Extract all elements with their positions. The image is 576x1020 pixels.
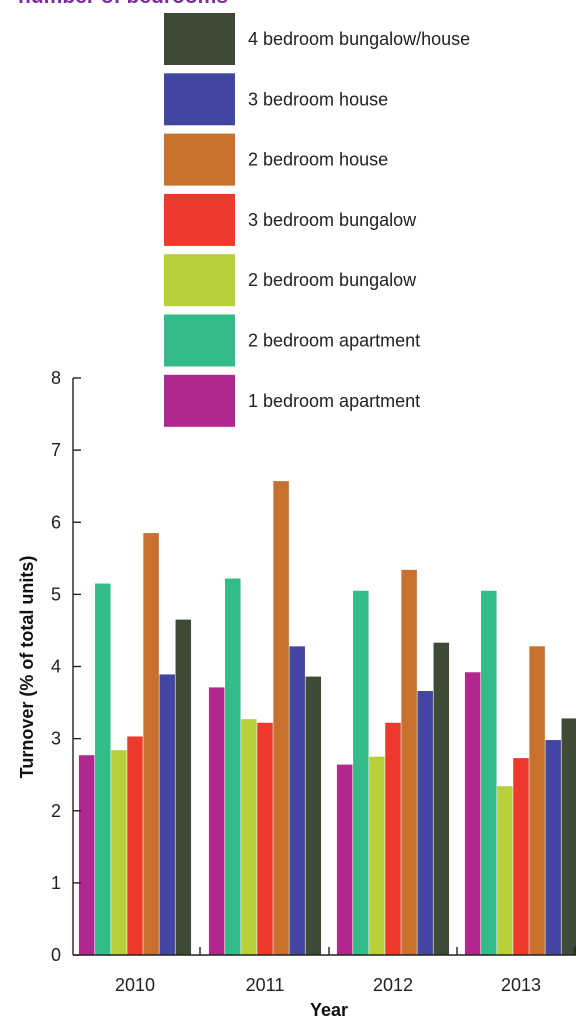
chart-title: number of bedrooms — [18, 0, 228, 8]
bar-2013-6 — [545, 740, 561, 955]
legend-label: 2 bedroom apartment — [248, 331, 420, 351]
x-tick-label: 2013 — [501, 975, 541, 995]
bar-2011-1 — [208, 687, 225, 955]
legend-swatch — [164, 13, 235, 65]
bar-2012-4 — [385, 722, 401, 955]
bar-2011-7 — [305, 676, 322, 955]
y-tick-label: 6 — [51, 512, 61, 532]
x-axis-title: Year — [310, 1000, 348, 1020]
bar-2010-5 — [143, 533, 159, 955]
legend-swatch — [164, 314, 235, 367]
legend-label: 1 bedroom apartment — [248, 391, 420, 411]
legend-label: 3 bedroom house — [248, 89, 388, 109]
bar-2010-1 — [78, 755, 95, 955]
y-tick-label: 4 — [51, 657, 61, 677]
legend-swatch — [164, 133, 235, 186]
legend-swatch — [164, 73, 235, 126]
bar-2010-2 — [95, 583, 111, 955]
legend-label: 2 bedroom bungalow — [248, 270, 417, 290]
y-tick-label: 5 — [51, 584, 61, 604]
legend-swatch — [164, 374, 235, 427]
legend: 4 bedroom bungalow/house 3 bedroom house 2… — [164, 13, 470, 427]
bar-2011-3 — [241, 719, 257, 955]
bar-2013-4 — [513, 758, 529, 955]
bar-2013-2 — [481, 590, 497, 955]
y-tick-label: 1 — [51, 873, 61, 893]
bar-2013-3 — [497, 786, 513, 955]
x-tick-label: 2011 — [246, 975, 285, 995]
bar-2011-2 — [225, 578, 241, 955]
bar-2011-5 — [273, 481, 289, 955]
plot-area — [78, 481, 576, 955]
bar-2012-3 — [369, 756, 385, 955]
bar-2012-7 — [433, 642, 450, 955]
x-tick-label: 2012 — [373, 975, 413, 995]
legend-swatch — [164, 254, 235, 307]
legend-label: 4 bedroom bungalow/house — [248, 29, 470, 49]
bar-2011-6 — [289, 646, 305, 955]
y-axis-title: Turnover (% of total units) — [17, 556, 37, 779]
bar-2010-3 — [111, 750, 127, 955]
bar-2012-1 — [336, 764, 353, 955]
y-tick-label: 0 — [51, 945, 61, 965]
legend-label: 3 bedroom bungalow — [248, 210, 417, 230]
x-tick-label: 2010 — [115, 975, 155, 995]
bar-2011-4 — [257, 722, 273, 955]
bar-2013-7 — [561, 718, 576, 955]
y-tick-label: 8 — [51, 368, 61, 388]
bar-2010-4 — [127, 736, 143, 955]
axes: 0 1 2 3 4 5 6 7 8 2010 2011 2012 2013 Year Turnover (%… — [17, 368, 576, 1020]
y-tick-label: 3 — [51, 729, 61, 749]
bar-2013-1 — [464, 672, 481, 955]
bar-2010-7 — [175, 619, 192, 955]
bar-2010-6 — [159, 674, 175, 955]
y-tick-label: 2 — [51, 801, 61, 821]
bar-2012-5 — [401, 569, 417, 955]
bar-2012-2 — [353, 590, 369, 955]
legend-label: 2 bedroom house — [248, 150, 388, 170]
legend-swatch — [164, 193, 235, 246]
bar-2013-5 — [529, 646, 545, 955]
bar-2012-6 — [417, 691, 433, 955]
y-tick-label: 7 — [51, 440, 61, 460]
